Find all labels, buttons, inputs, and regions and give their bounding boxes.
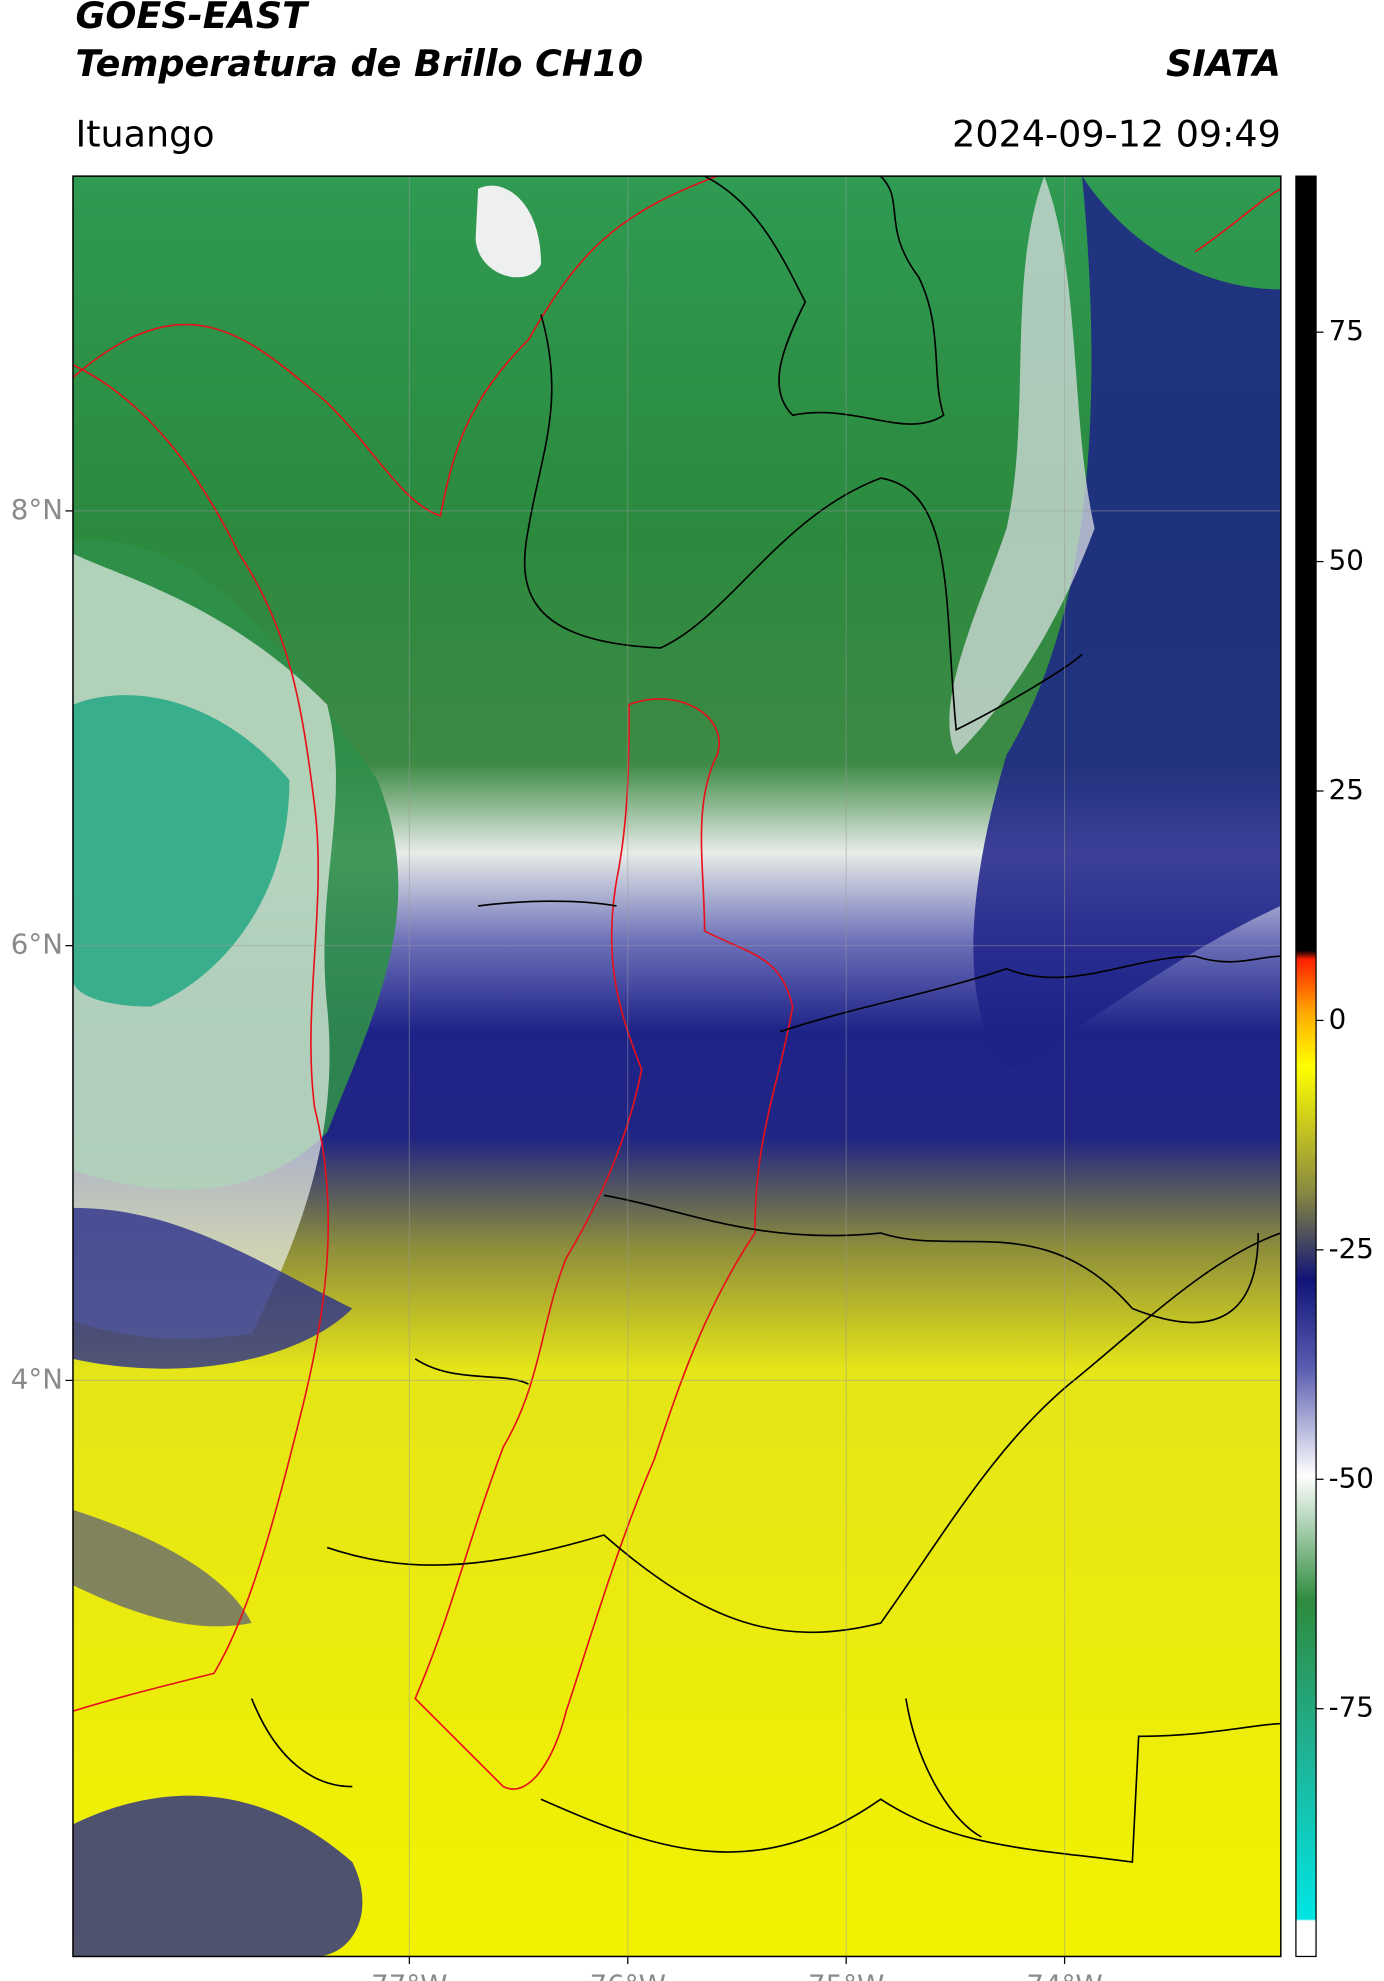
source-label: SIATA <box>1166 42 1281 85</box>
map-field <box>72 176 1281 1957</box>
colorbar-tick-label: 25 <box>1329 773 1364 806</box>
product-title: Temperatura de Brillo CH10 <box>75 42 643 85</box>
lon-label: 77°W <box>371 1969 447 1981</box>
map-frame <box>72 175 1282 1958</box>
colorbar-tick-label: 0 <box>1329 1002 1347 1035</box>
colorbar-tick-label: -25 <box>1329 1232 1374 1265</box>
colorbar <box>1295 175 1317 1958</box>
lat-label: 4°N <box>11 1362 63 1395</box>
colorbar-ticks: 75 50 25 0 -25 -50 -75 <box>1316 314 1374 1724</box>
lon-label: 74°W <box>1026 1969 1102 1981</box>
lat-label: 6°N <box>11 928 63 961</box>
location-label: Ituango <box>75 112 214 155</box>
satellite-title: GOES-EAST <box>75 0 310 37</box>
colorbar-tick-label: -50 <box>1329 1461 1374 1494</box>
lon-label: 76°W <box>590 1969 666 1981</box>
colorbar-tick-label: -75 <box>1329 1691 1374 1724</box>
graticule: 77°W 76°W 75°W 74°W 8°N 6°N 4°N <box>11 176 1281 1981</box>
datetime-label: 2024-09-12 09:49 <box>952 112 1281 155</box>
colorbar-tick-label: 50 <box>1329 544 1364 577</box>
lat-label: 8°N <box>11 493 63 526</box>
colorbar-tick-label: 75 <box>1329 314 1364 347</box>
lon-label: 75°W <box>808 1969 884 1981</box>
